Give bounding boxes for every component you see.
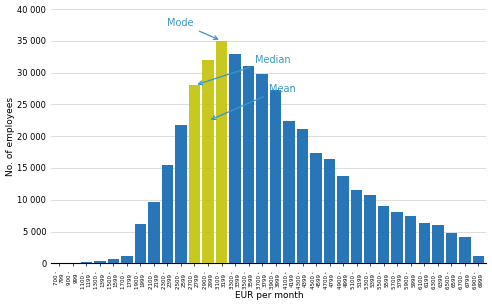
Bar [392,212,403,263]
Bar [270,90,281,263]
Bar [202,60,214,263]
Bar [473,256,484,263]
Bar [405,216,417,263]
Text: Mean: Mean [212,84,296,119]
Bar [310,153,322,263]
Bar [432,225,443,263]
Bar [378,206,390,263]
Bar [446,233,457,263]
Bar [324,159,336,263]
Bar [338,176,349,263]
Bar [229,54,241,263]
Bar [216,41,227,263]
Y-axis label: No. of employees: No. of employees [5,97,15,176]
Bar [121,256,133,263]
Bar [148,202,160,263]
Bar [459,237,470,263]
Bar [189,85,200,263]
Bar [297,129,308,263]
Bar [108,259,119,263]
Bar [283,121,295,263]
Bar [162,166,173,263]
Bar [365,195,376,263]
Bar [419,223,430,263]
Text: Mode: Mode [167,18,217,39]
Bar [81,262,92,263]
Bar [243,66,254,263]
Text: Median: Median [198,55,291,85]
Bar [94,261,106,263]
X-axis label: EUR per month: EUR per month [235,291,303,300]
Bar [135,224,146,263]
Bar [175,125,186,263]
Bar [351,190,363,263]
Bar [256,74,268,263]
